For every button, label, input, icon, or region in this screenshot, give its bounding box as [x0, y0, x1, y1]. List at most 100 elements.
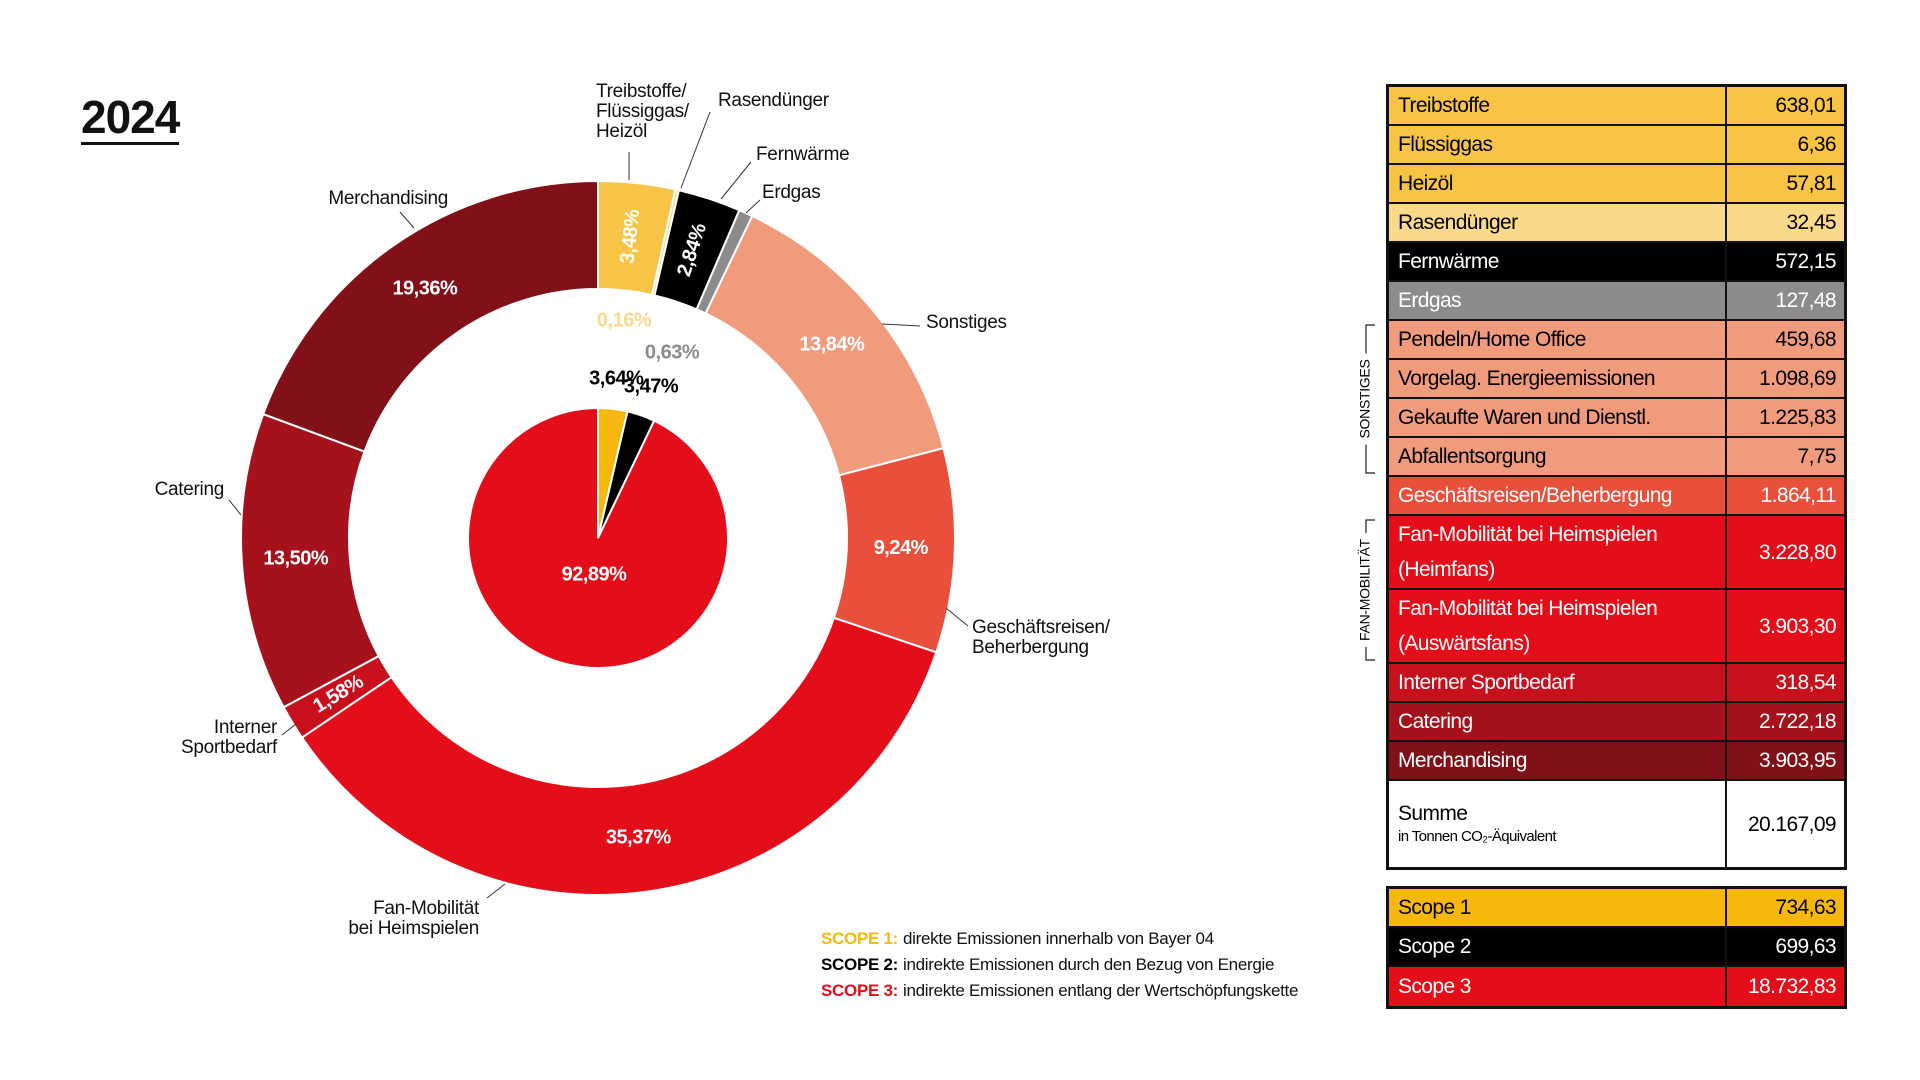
row-label: Catering [1389, 703, 1727, 740]
donut-segment [300, 616, 938, 896]
row-value: 638,01 [1775, 94, 1836, 117]
value-label: 9,24% [874, 537, 929, 559]
group-bracket [1365, 519, 1375, 661]
table-row: Scope 2 699,63 [1389, 928, 1844, 967]
legend-text: indirekte Emissionen durch den Bezug von… [902, 955, 1275, 974]
row-label: Rasendünger [1389, 204, 1727, 241]
table-row: Interner Sportbedarf 318,54 [1389, 664, 1844, 703]
group-label: FAN-MOBILITÄT [1357, 538, 1373, 641]
row-value: 3.903,95 [1759, 749, 1837, 772]
legend-entry: SCOPE 1: direkte Emissionen innerhalb von… [821, 926, 1298, 952]
row-value: 1.225,83 [1759, 406, 1837, 429]
table-row: Fernwärme 572,15 [1389, 243, 1844, 282]
row-label: Scope 1 [1389, 889, 1727, 926]
donut-segment [261, 179, 599, 453]
table-row: Pendeln/Home Office 459,68 [1389, 321, 1844, 360]
row-label: Vorgelag. Energieemissionen [1389, 360, 1727, 397]
row-value: 734,63 [1775, 896, 1836, 919]
leader-line [281, 723, 297, 736]
row-label: Geschäftsreisen/Beherbergung [1389, 477, 1727, 514]
pie-slice [467, 406, 729, 669]
table-row: Scope 3 18.732,83 [1389, 967, 1844, 1006]
row-label: Treibstoffe [1389, 87, 1727, 124]
category-label: Erdgas [762, 182, 821, 203]
table-row: Treibstoffe 638,01 [1389, 87, 1844, 126]
leader-line [228, 499, 242, 516]
row-value: 18.732,83 [1747, 975, 1837, 998]
row-label: Gekaufte Waren und Dienstl. [1389, 399, 1727, 436]
row-value: 7,75 [1797, 445, 1837, 468]
row-value: 3.903,30 [1759, 614, 1837, 638]
emissions-table: Treibstoffe 638,01 Flüssiggas 6,36 Heizöl 57,… [1386, 84, 1847, 870]
table-row: Catering 2.722,18 [1389, 703, 1844, 742]
total-note: in Tonnen CO₂-Äquivalent [1398, 828, 1557, 845]
row-label: Abfallentsorgung [1389, 438, 1727, 475]
total-value: 20.167,09 [1747, 812, 1837, 836]
legend-key: SCOPE 1: [821, 929, 898, 948]
category-label: Fan-Mobilität bei Heimspielen [348, 898, 479, 939]
table-row: Fan-Mobilität bei Heimspielen (Heimfans)… [1389, 516, 1844, 590]
value-label: 13,50% [263, 547, 329, 569]
category-label: Geschäftsreisen/ Beherbergung [972, 617, 1110, 658]
row-label: Erdgas [1389, 282, 1727, 319]
total-label-cell: Summe in Tonnen CO₂-Äquivalent [1389, 781, 1727, 867]
leader-line [399, 211, 415, 229]
leader-line [745, 199, 761, 214]
row-label: Merchandising [1389, 742, 1727, 779]
row-value: 459,68 [1775, 328, 1836, 351]
row-value: 318,54 [1775, 671, 1836, 694]
category-label: Treibstoffe/ Flüssiggas/ Heizöl [596, 81, 689, 142]
value-label: 13,84% [799, 334, 865, 356]
table-row: Scope 1 734,63 [1389, 889, 1844, 928]
table-row: Gekaufte Waren und Dienstl. 1.225,83 [1389, 399, 1844, 438]
group-bracket [1365, 324, 1375, 474]
table-row: Heizöl 57,81 [1389, 165, 1844, 204]
row-value: 1.864,11 [1760, 484, 1837, 507]
value-label: 19,36% [392, 278, 458, 300]
value-label: 0,63% [645, 341, 700, 363]
table-row: Rasendünger 32,45 [1389, 204, 1844, 243]
row-label: Fan-Mobilität bei Heimspielen (Auswärtsf… [1389, 590, 1727, 662]
row-value: 3.228,80 [1759, 540, 1837, 564]
value-label: 3,64% [589, 367, 644, 389]
table-row: Vorgelag. Energieemissionen 1.098,69 [1389, 360, 1844, 399]
scope-table: Scope 1 734,63 Scope 2 699,63 Scope 3 18.732,… [1386, 886, 1847, 1009]
table-row: Fan-Mobilität bei Heimspielen (Auswärtsf… [1389, 590, 1844, 664]
row-value: 57,81 [1786, 172, 1836, 195]
category-label: Merchandising [328, 188, 448, 209]
value-label: 92,89% [562, 563, 628, 585]
value-label: 0,16% [597, 309, 652, 331]
category-label: Interner Sportbedarf [181, 717, 277, 758]
leader-line [486, 883, 506, 899]
row-label: Flüssiggas [1389, 126, 1727, 163]
row-value: 699,63 [1775, 935, 1836, 958]
category-label: Catering [154, 479, 225, 500]
legend-key: SCOPE 2: [821, 955, 898, 974]
group-label: SONSTIGES [1357, 360, 1373, 439]
row-value: 572,15 [1775, 250, 1836, 273]
row-value: 32,45 [1786, 211, 1836, 234]
legend-key: SCOPE 3: [821, 981, 898, 1000]
row-value: 1.098,69 [1759, 367, 1837, 390]
leader-line [720, 161, 752, 200]
row-label: Fan-Mobilität bei Heimspielen (Heimfans) [1389, 516, 1727, 588]
value-label: 35,37% [606, 827, 672, 849]
row-label: Interner Sportbedarf [1389, 664, 1727, 701]
row-label: Scope 3 [1389, 967, 1727, 1006]
value-label: 3,47% [624, 375, 679, 397]
row-label: Scope 2 [1389, 928, 1727, 965]
category-label: Fernwärme [756, 144, 850, 165]
table-row: Abfallentsorgung 7,75 [1389, 438, 1844, 477]
row-label: Heizöl [1389, 165, 1727, 202]
row-value: 127,48 [1775, 289, 1836, 312]
table-row: Flüssiggas 6,36 [1389, 126, 1844, 165]
table-row: Erdgas 127,48 [1389, 282, 1844, 321]
leader-line [881, 323, 921, 327]
row-value: 6,36 [1797, 133, 1837, 156]
legend-text: indirekte Emissionen entlang der Wertsch… [902, 981, 1299, 1000]
legend: SCOPE 1: direkte Emissionen innerhalb von… [821, 926, 1298, 1004]
category-label: Sonstiges [926, 312, 1007, 333]
row-value: 2.722,18 [1759, 710, 1837, 733]
